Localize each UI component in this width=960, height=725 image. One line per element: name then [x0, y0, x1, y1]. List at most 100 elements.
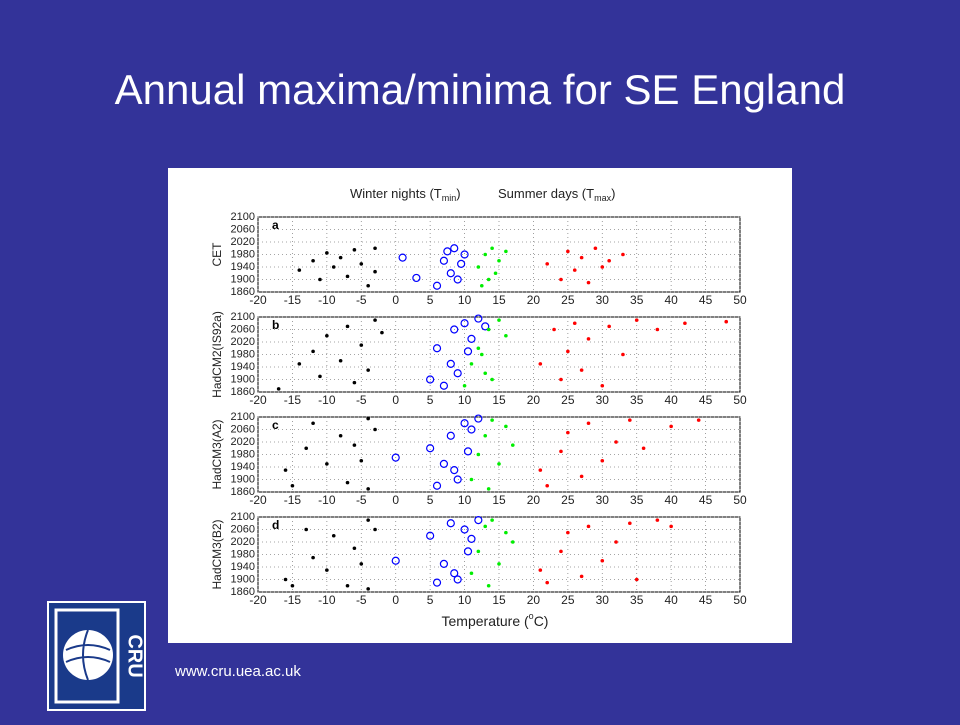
point	[439, 459, 449, 468]
point	[579, 255, 584, 260]
point	[600, 383, 605, 388]
x-tick-label: 30	[596, 393, 610, 407]
point	[432, 281, 442, 290]
point	[600, 265, 605, 269]
y-tick-label: 1900	[231, 373, 255, 385]
point	[607, 258, 611, 263]
point	[483, 524, 488, 529]
point	[366, 487, 370, 491]
point	[338, 358, 343, 363]
point	[469, 571, 474, 576]
x-tick-label: 10	[458, 393, 472, 407]
point	[579, 368, 584, 372]
point	[460, 250, 469, 259]
header-part: )	[611, 186, 615, 201]
point	[453, 369, 462, 378]
point	[621, 252, 625, 257]
point	[559, 277, 563, 282]
x-tick-label: 30	[596, 293, 610, 307]
y-tick-label: 2020	[231, 236, 255, 248]
point	[628, 418, 632, 422]
point	[398, 253, 407, 262]
point	[634, 318, 639, 322]
x-tick-label: -10	[318, 293, 336, 307]
point	[469, 477, 474, 482]
point	[283, 577, 288, 582]
figure-panel	[168, 168, 792, 643]
x-tick-label: 15	[492, 393, 506, 407]
point	[669, 424, 673, 429]
y-tick-label: 1940	[231, 361, 255, 373]
x-tick-label: -20	[249, 493, 267, 507]
point	[311, 555, 315, 560]
point	[311, 421, 315, 426]
point	[318, 374, 322, 379]
point	[538, 568, 543, 572]
point	[474, 516, 483, 525]
point	[490, 518, 494, 522]
point	[373, 246, 377, 251]
header-part: Summer days (T	[498, 186, 594, 201]
x-tick-label: 15	[492, 293, 506, 307]
y-tick-label: 1940	[231, 261, 255, 273]
point	[486, 583, 491, 588]
point	[467, 534, 476, 543]
point	[426, 375, 435, 384]
point	[304, 446, 309, 451]
point	[724, 319, 729, 324]
point	[510, 540, 515, 544]
point	[486, 327, 491, 332]
point	[391, 453, 400, 462]
figure-header: Winter nights (Tmin)	[350, 186, 461, 203]
x-tick-label: 35	[630, 493, 644, 507]
point	[476, 346, 481, 351]
point	[586, 280, 591, 285]
y-tick-label: 1980	[231, 248, 255, 260]
point	[586, 337, 591, 341]
point	[366, 518, 370, 522]
x-tick-label: 10	[458, 593, 472, 607]
y-tick-label: 2060	[231, 323, 255, 335]
point	[474, 314, 483, 323]
point	[366, 283, 370, 288]
panel-label: c	[272, 418, 279, 432]
point	[476, 265, 481, 269]
x-tick-label: 20	[527, 393, 541, 407]
y-tick-label: 2100	[231, 411, 255, 423]
point	[545, 262, 549, 266]
x-tick-label: 5	[427, 593, 434, 607]
point	[586, 421, 591, 426]
header-part: min	[442, 193, 457, 203]
x-tick-label: -5	[356, 493, 367, 507]
y-tick-label: 1900	[231, 473, 255, 485]
point	[486, 277, 491, 282]
x-tick-label: 5	[427, 393, 434, 407]
y-tick-label: 2100	[231, 311, 255, 323]
x-tick-label: 30	[596, 593, 610, 607]
logo-text: CRU	[124, 634, 146, 677]
point	[325, 333, 329, 338]
panel-label: d	[272, 518, 279, 532]
x-tick-label: 20	[527, 593, 541, 607]
point	[474, 414, 483, 423]
point	[566, 249, 570, 254]
url: www.cru.uea.ac.uk	[174, 663, 301, 680]
point	[579, 574, 584, 579]
point	[490, 418, 494, 422]
point	[628, 521, 632, 526]
point	[426, 444, 435, 453]
y-axis-label: CET	[210, 242, 224, 267]
x-tick-label: -15	[284, 393, 302, 407]
x-tick-label: 20	[527, 293, 541, 307]
point	[290, 583, 295, 588]
xlabel-part: C)	[534, 613, 549, 629]
x-tick-label: 50	[733, 393, 747, 407]
point	[566, 349, 570, 354]
point	[446, 269, 455, 278]
x-tick-label: 35	[630, 593, 644, 607]
header-part: Winter nights (T	[350, 186, 442, 201]
point	[325, 462, 329, 466]
panel-label: b	[272, 318, 279, 332]
point	[460, 319, 469, 328]
y-tick-label: 1900	[231, 273, 255, 285]
